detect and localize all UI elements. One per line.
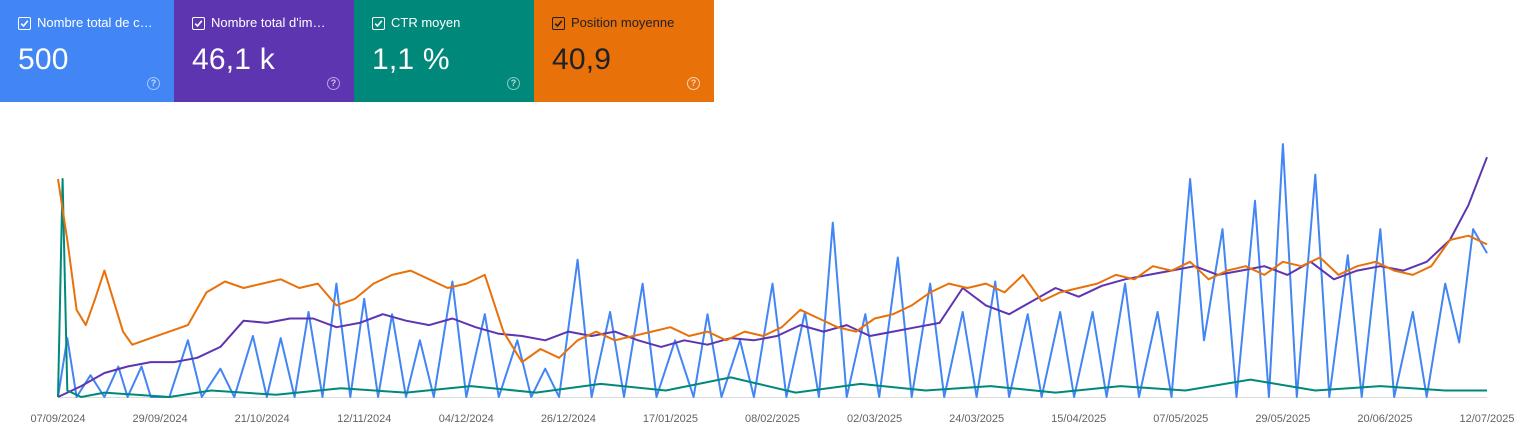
metric-card-position[interactable]: Position moyenne 40,9 ? bbox=[534, 0, 714, 102]
x-tick-label: 29/05/2025 bbox=[1255, 413, 1310, 425]
metric-card-ctr[interactable]: CTR moyen 1,1 % ? bbox=[354, 0, 534, 102]
x-tick-label: 20/06/2025 bbox=[1357, 413, 1412, 425]
x-tick-label: 07/05/2025 bbox=[1153, 413, 1208, 425]
x-tick-label: 12/07/2025 bbox=[1459, 413, 1514, 425]
metric-card-header: Nombre total de c… bbox=[18, 14, 174, 32]
x-tick-label: 02/03/2025 bbox=[847, 413, 902, 425]
x-tick-label: 08/02/2025 bbox=[745, 413, 800, 425]
metric-card-impressions[interactable]: Nombre total d'im… 46,1 k ? bbox=[174, 0, 354, 102]
x-tick-label: 21/10/2024 bbox=[235, 413, 290, 425]
help-icon[interactable]: ? bbox=[327, 77, 340, 90]
performance-line-chart: 07/09/2024 29/09/2024 21/10/2024 12/11/2024… bbox=[30, 143, 1515, 425]
x-tick-label: 12/11/2024 bbox=[337, 413, 391, 425]
series-line-4 bbox=[57, 178, 1488, 364]
metric-card-clicks[interactable]: Nombre total de c… 500 ? bbox=[0, 0, 174, 102]
metric-cards: Nombre total de c… 500 ? Nombre total d'… bbox=[0, 0, 714, 102]
help-icon[interactable]: ? bbox=[507, 77, 520, 90]
x-tick-label: 17/01/2025 bbox=[643, 413, 698, 425]
series-line-3 bbox=[57, 178, 1487, 398]
checkbox-checked-icon[interactable] bbox=[18, 16, 31, 30]
metric-label: Nombre total de c… bbox=[37, 15, 153, 30]
help-icon[interactable]: ? bbox=[147, 77, 160, 90]
series-line-2 bbox=[57, 156, 1488, 398]
x-tick-label: 15/04/2025 bbox=[1051, 413, 1106, 425]
help-icon[interactable]: ? bbox=[687, 77, 700, 90]
series-line-1 bbox=[57, 143, 1488, 398]
metric-value: 40,9 bbox=[552, 43, 612, 76]
metric-value: 1,1 % bbox=[372, 43, 450, 76]
metric-label: CTR moyen bbox=[391, 15, 461, 30]
x-tick-label: 04/12/2024 bbox=[439, 413, 494, 425]
metric-value: 500 bbox=[18, 43, 69, 76]
checkbox-checked-icon[interactable] bbox=[192, 16, 205, 30]
x-tick-label: 26/12/2024 bbox=[541, 413, 596, 425]
x-tick-label: 24/03/2025 bbox=[949, 413, 1004, 425]
checkbox-checked-icon[interactable] bbox=[552, 16, 565, 30]
x-tick-label: 29/09/2024 bbox=[133, 413, 188, 425]
metric-card-header: Position moyenne bbox=[552, 14, 714, 32]
metric-label: Nombre total d'im… bbox=[211, 15, 326, 30]
metric-value: 46,1 k bbox=[192, 43, 275, 76]
x-tick-label: 07/09/2024 bbox=[30, 413, 85, 425]
metric-label: Position moyenne bbox=[571, 15, 675, 30]
metric-card-header: Nombre total d'im… bbox=[192, 14, 354, 32]
metric-card-header: CTR moyen bbox=[372, 14, 534, 32]
checkbox-checked-icon[interactable] bbox=[372, 16, 385, 30]
